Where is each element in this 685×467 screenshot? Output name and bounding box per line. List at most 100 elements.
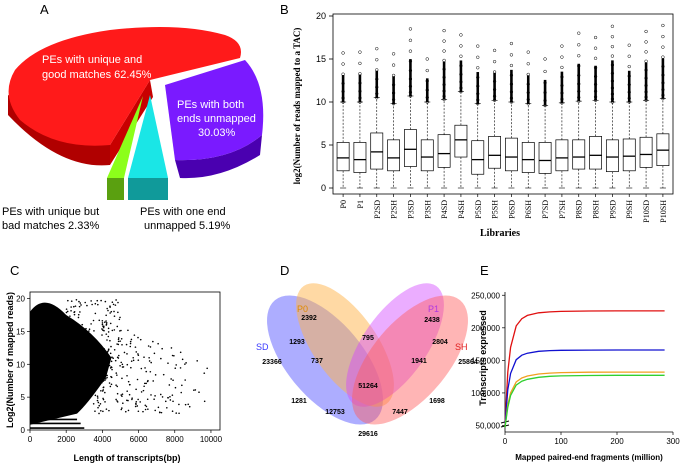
boxplot-box — [336, 142, 350, 172]
scatter-xtick-label: 10000 — [200, 435, 223, 444]
boxplot-outlier — [375, 58, 379, 62]
scatter-point — [115, 398, 117, 401]
scatter-point — [99, 371, 102, 374]
scatter-point — [103, 325, 105, 328]
scatter-point — [146, 380, 149, 383]
boxplot-outlier-band — [560, 71, 564, 103]
scatter-point — [108, 409, 110, 412]
scatter-point — [94, 410, 96, 412]
scatter-point — [203, 372, 206, 374]
scatter-point — [112, 357, 114, 360]
pie-label-one: PEs with one end unmapped 5.19% — [140, 206, 230, 232]
scatter-point — [121, 363, 124, 366]
scatter-point — [140, 391, 143, 393]
scatter-point — [69, 315, 71, 317]
scatter-point — [94, 377, 96, 380]
scatter-point — [129, 345, 132, 348]
scatter-point — [71, 330, 73, 332]
scatter-point — [181, 384, 183, 387]
line-xtick-label: 0 — [503, 437, 508, 446]
scatter-point — [131, 397, 133, 399]
boxplot-xtick-label: P10SH — [659, 200, 668, 223]
panel-label-b: B — [280, 2, 289, 17]
boxplot-chart: 0 5 10 15 20 P0 P1 P2SD P2SH P3SD P3SH P4SD P4SH P5SD… — [316, 11, 674, 223]
scatter-point — [144, 408, 147, 411]
boxplot-outlier-band — [358, 74, 362, 102]
scatter-xtick-label: 4000 — [93, 435, 111, 444]
boxplot-ytick-label: 20 — [316, 11, 326, 21]
scatter-point — [137, 410, 140, 413]
scatter-point — [93, 339, 96, 342]
boxplot-xtick-label: P4SH — [457, 200, 466, 219]
boxplot-xtick-label: P9SD — [608, 200, 617, 219]
scatter-point — [97, 401, 100, 404]
boxplot-box — [555, 139, 569, 172]
boxplot-outlier — [661, 55, 665, 59]
scatter-ytick-label: 0 — [21, 426, 26, 435]
scatter-point — [86, 304, 88, 307]
boxplot-outlier — [610, 35, 615, 39]
scatter-point — [144, 367, 146, 369]
scatter-point — [139, 338, 142, 341]
scatter-point — [119, 316, 121, 319]
scatter-point — [105, 314, 107, 317]
scatter-point — [169, 399, 172, 401]
pie-slice-bad-side — [107, 178, 124, 200]
line-xtick-label: 100 — [554, 437, 568, 446]
scatter-point — [110, 360, 113, 363]
boxplot-box — [471, 140, 485, 175]
boxplot-outlier — [375, 47, 379, 51]
pie-slice-good — [8, 26, 242, 146]
scatter-point — [119, 340, 122, 342]
scatter-point — [97, 371, 100, 373]
boxplot-box — [622, 138, 636, 172]
scatter-point — [160, 411, 163, 414]
scatter-point — [142, 410, 144, 413]
scatter-point — [120, 394, 122, 396]
boxplot-box — [370, 132, 384, 170]
scatter-point — [168, 384, 171, 386]
boxplot-outlier — [509, 63, 514, 68]
scatter-ytick-label: 20 — [16, 295, 25, 304]
scatter-point — [179, 351, 182, 354]
scatter-point — [100, 389, 102, 392]
scatter-point — [149, 346, 152, 348]
boxplot-outlier — [358, 50, 362, 54]
boxplot-outlier-band — [341, 75, 345, 102]
venn-count-sd-p1: 12753 — [325, 409, 345, 416]
scatter-point — [70, 309, 72, 312]
line-xtick-label: 300 — [666, 437, 680, 446]
scatter-point — [65, 311, 68, 314]
scatter-point — [79, 302, 82, 304]
scatter-point — [172, 379, 174, 382]
scatter-point — [106, 374, 108, 377]
panel-label-a: A — [40, 2, 49, 17]
scatter-point — [111, 356, 113, 358]
boxplot-xtick-label: P7SH — [558, 200, 567, 219]
venn-counts: 23366 2392 2438 25864 1293 795 2804 737 … — [262, 315, 478, 438]
scatter-point — [117, 338, 120, 341]
boxplot-outlier — [593, 35, 598, 40]
boxplot-box — [538, 142, 552, 174]
boxplot-outlier — [391, 52, 396, 56]
boxplot-outlier — [644, 50, 648, 54]
scatter-point — [106, 361, 108, 364]
pie-slice-one — [128, 95, 168, 178]
boxplot-outlier-band — [526, 75, 530, 104]
scatter-point — [99, 376, 102, 378]
scatter-point — [108, 382, 111, 384]
scatter-point — [127, 329, 129, 332]
scatter-point — [142, 389, 145, 392]
boxplot-box — [639, 136, 653, 168]
boxplot-outlier — [627, 43, 631, 47]
scatter-point — [172, 400, 174, 403]
scatter-point — [105, 322, 108, 324]
venn-count-sd-p0-p1: 737 — [311, 358, 323, 365]
pie-label-good: PEs with unique and good matches 62.45% — [42, 54, 152, 81]
scatter-point — [109, 339, 111, 342]
boxplot-outlier-band — [442, 61, 446, 100]
scatter-ytick-label: 5 — [21, 393, 26, 402]
scatter-point — [84, 330, 86, 332]
scatter-point — [104, 300, 107, 303]
scatter-point — [154, 374, 157, 376]
